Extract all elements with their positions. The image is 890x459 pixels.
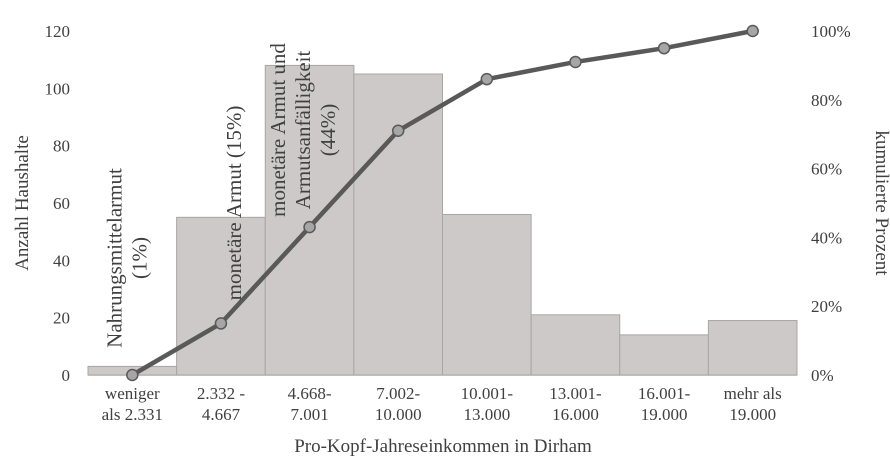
y-left-axis-title: Anzahl Haushalte bbox=[12, 135, 33, 271]
annotation-2: monetäre Armut und Armutsanfälligkeit (44%… bbox=[266, 43, 340, 217]
bar-1 bbox=[176, 216, 266, 376]
x-tick-label: 7.002- bbox=[376, 384, 420, 403]
y-right-tick-label: 40% bbox=[811, 228, 842, 247]
cumulative-point-0 bbox=[126, 368, 139, 382]
cumulative-point-7 bbox=[746, 24, 759, 38]
bar-4 bbox=[442, 213, 532, 376]
annotation-line: (1%) bbox=[128, 237, 152, 279]
y-left-tick-label: 20 bbox=[53, 309, 70, 328]
x-tick-label: 13.001- bbox=[549, 384, 602, 403]
cumulative-point-3 bbox=[391, 124, 405, 138]
cumulative-point-5 bbox=[569, 55, 582, 69]
annotation-0: Nahrungsmittelarmut (1%) bbox=[103, 168, 152, 348]
y-left-tick-label: 100 bbox=[45, 79, 71, 98]
x-tick-label: 4.667 bbox=[202, 405, 241, 424]
bar-6 bbox=[619, 334, 709, 376]
annotation-line: (44%) bbox=[316, 104, 340, 156]
x-tick-label: 19.000 bbox=[729, 405, 776, 424]
x-tick-label: 16.001- bbox=[638, 384, 691, 403]
x-tick-label: 4.668- bbox=[288, 384, 332, 403]
y-left-tick-label: 0 bbox=[62, 366, 71, 385]
cumulative-point-4 bbox=[480, 72, 494, 86]
x-tick-label: 7.001 bbox=[290, 405, 328, 424]
x-tick-label: 16.000 bbox=[552, 405, 599, 424]
cumulative-line bbox=[131, 28, 754, 377]
cumulative-point-6 bbox=[657, 41, 671, 55]
bar-3 bbox=[353, 73, 443, 376]
annotation-line: Armutsanfälligkeit bbox=[291, 51, 315, 210]
y-right-tick-label: 100% bbox=[811, 22, 851, 41]
y-right-tick-label: 20% bbox=[811, 297, 842, 316]
cumulative-line-layer bbox=[126, 24, 759, 382]
x-tick-label: 10.000 bbox=[375, 405, 422, 424]
x-tick-label: weniger bbox=[105, 384, 160, 403]
x-tick-label: mehr als bbox=[724, 384, 782, 403]
x-tick-label: 10.001- bbox=[461, 384, 514, 403]
cumulative-point-2 bbox=[303, 220, 316, 234]
bar-5 bbox=[530, 314, 621, 376]
x-tick-label: 2.332 - bbox=[197, 384, 246, 403]
y-left-tick-label: 60 bbox=[53, 194, 70, 213]
y-left-tick-label: 40 bbox=[53, 251, 70, 270]
annotation-line: monetäre Armut und bbox=[266, 43, 290, 217]
annotation-line: Nahrungsmittelarmut bbox=[103, 168, 127, 348]
y-right-tick-label: 80% bbox=[811, 91, 842, 110]
y-left-tick-label: 120 bbox=[45, 22, 71, 41]
bars-layer bbox=[87, 64, 798, 376]
y-right-tick-label: 0% bbox=[811, 366, 834, 385]
annotations-layer: Nahrungsmittelarmut (1%) monetäre Armut (1… bbox=[103, 43, 341, 348]
x-tick-label: 19.000 bbox=[641, 405, 688, 424]
y-right-axis-title: kumulierte Prozent bbox=[871, 130, 890, 276]
cumulative-point-1 bbox=[214, 317, 228, 330]
axes-layer: 0 20 40 60 80 100 120 0% 20% 40% 60% 80% 100% weniger… bbox=[12, 22, 890, 457]
bar-7 bbox=[707, 320, 798, 376]
x-axis-title: Pro-Kopf-Jahreseinkommen in Dirham bbox=[294, 436, 592, 457]
x-tick-label: 13.000 bbox=[463, 405, 510, 424]
x-tick-label: als 2.331 bbox=[102, 405, 163, 424]
y-left-tick-label: 80 bbox=[53, 137, 70, 156]
y-right-tick-label: 60% bbox=[811, 160, 842, 179]
annotation-1: monetäre Armut (15%) bbox=[222, 106, 246, 301]
annotation-line: monetäre Armut (15%) bbox=[222, 106, 246, 301]
